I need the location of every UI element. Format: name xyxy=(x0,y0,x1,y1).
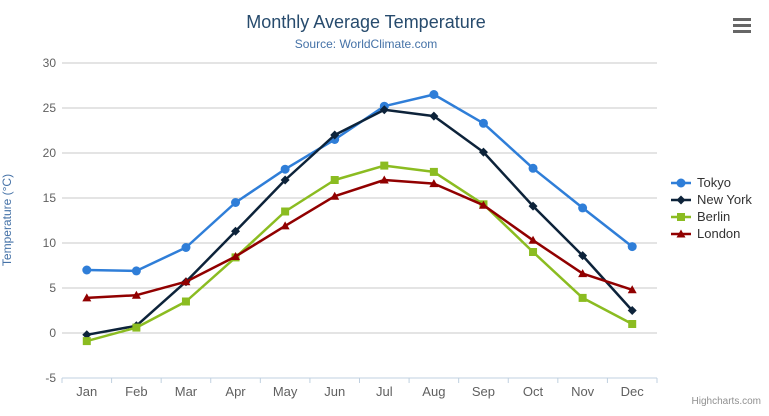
series-point-new-york[interactable] xyxy=(578,251,588,261)
series-point-tokyo[interactable] xyxy=(231,198,241,207)
series-point-berlin[interactable] xyxy=(429,167,438,176)
series-point-tokyo[interactable] xyxy=(131,266,141,276)
y-axis-label: 5 xyxy=(49,281,56,295)
legend-marker-triangle-icon xyxy=(671,229,691,237)
series-point-london[interactable] xyxy=(131,290,141,299)
y-axis-label: 0 xyxy=(49,326,56,340)
page-title: Monthly Average Temperature xyxy=(246,12,486,32)
y-axis-label: 15 xyxy=(42,191,56,205)
series-point-tokyo[interactable] xyxy=(478,118,488,128)
series-point-berlin[interactable] xyxy=(281,207,290,216)
x-axis-label: Jul xyxy=(375,384,393,399)
series-point-london[interactable] xyxy=(280,221,290,230)
series-point-london[interactable] xyxy=(478,200,488,209)
legend-label: Berlin xyxy=(697,209,731,224)
legend: Tokyo New York Berlin London xyxy=(671,174,766,242)
series-point-new-york[interactable] xyxy=(478,147,488,157)
series-point-tokyo[interactable] xyxy=(528,163,538,173)
legend-item-new-york[interactable]: New York xyxy=(671,191,766,208)
legend-item-berlin[interactable]: Berlin xyxy=(671,208,766,225)
series-point-tokyo[interactable] xyxy=(578,203,588,213)
y-axis-label: 10 xyxy=(42,236,56,250)
series-point-london[interactable] xyxy=(330,191,340,200)
x-axis-label: Aug xyxy=(422,384,446,399)
series-point-berlin[interactable] xyxy=(628,320,637,328)
series-point-berlin[interactable] xyxy=(132,323,141,332)
legend-item-london[interactable]: London xyxy=(671,225,766,242)
export-menu-button[interactable] xyxy=(733,18,751,33)
chart-subtitle: Source: WorldClimate.com xyxy=(294,37,438,51)
hamburger-icon xyxy=(733,18,751,21)
series-point-new-york[interactable] xyxy=(280,175,290,185)
hamburger-icon xyxy=(733,30,751,33)
legend-label: Tokyo xyxy=(697,175,731,190)
series-point-london[interactable] xyxy=(627,285,637,294)
series-point-new-york[interactable] xyxy=(82,330,92,340)
legend-item-tokyo[interactable]: Tokyo xyxy=(671,174,766,191)
series-point-tokyo[interactable] xyxy=(181,243,191,252)
credits-link[interactable]: Highcharts.com xyxy=(691,396,761,407)
x-axis-label: Apr xyxy=(225,384,246,399)
y-axis-label: 20 xyxy=(42,146,56,160)
x-axis-label: Jan xyxy=(76,384,98,399)
series-point-new-york[interactable] xyxy=(627,306,637,315)
legend-label: New York xyxy=(697,192,752,207)
series-point-berlin[interactable] xyxy=(578,293,587,302)
series-line-london xyxy=(86,178,633,300)
series-point-london[interactable] xyxy=(82,293,92,302)
x-axis-label: Feb xyxy=(125,384,148,399)
hamburger-icon xyxy=(733,24,751,27)
x-axis-label: Dec xyxy=(620,384,644,399)
series-point-berlin[interactable] xyxy=(380,161,389,170)
series-line-tokyo xyxy=(86,93,633,273)
x-axis-label: Oct xyxy=(522,384,544,399)
series-point-berlin[interactable] xyxy=(82,337,91,346)
legend-marker-circle-icon xyxy=(671,178,691,187)
series-point-tokyo[interactable] xyxy=(429,90,439,99)
series-line-new-york xyxy=(86,108,634,337)
series-point-new-york[interactable] xyxy=(429,111,439,121)
series-point-london[interactable] xyxy=(578,269,588,278)
x-axis-label: Jun xyxy=(324,384,346,399)
series-point-berlin[interactable] xyxy=(529,248,538,256)
series-point-new-york[interactable] xyxy=(379,105,389,115)
series-point-new-york[interactable] xyxy=(330,130,340,140)
series-point-london[interactable] xyxy=(181,277,191,286)
y-axis-label: 25 xyxy=(42,101,56,115)
series-point-berlin[interactable] xyxy=(181,297,190,306)
x-axis-label: Nov xyxy=(571,384,595,399)
series-line-berlin xyxy=(86,164,633,343)
x-axis-label: Mar xyxy=(174,384,198,399)
x-axis-label: May xyxy=(272,384,298,399)
series-point-tokyo[interactable] xyxy=(627,242,637,252)
series-point-new-york[interactable] xyxy=(231,226,241,236)
series-point-new-york[interactable] xyxy=(528,201,538,211)
legend-label: London xyxy=(697,226,741,241)
series-point-london[interactable] xyxy=(429,179,439,188)
legend-marker-diamond-icon xyxy=(671,195,691,204)
legend-marker-square-icon xyxy=(671,212,691,221)
series-point-tokyo[interactable] xyxy=(82,265,92,275)
series-point-london[interactable] xyxy=(379,175,389,184)
series-point-tokyo[interactable] xyxy=(280,164,290,174)
y-axis-label: -5 xyxy=(45,371,56,385)
series-point-berlin[interactable] xyxy=(330,176,339,184)
series-point-london[interactable] xyxy=(231,252,241,260)
series-point-london[interactable] xyxy=(528,235,538,244)
x-axis-label: Sep xyxy=(471,384,496,399)
y-axis-label: 30 xyxy=(42,56,56,70)
